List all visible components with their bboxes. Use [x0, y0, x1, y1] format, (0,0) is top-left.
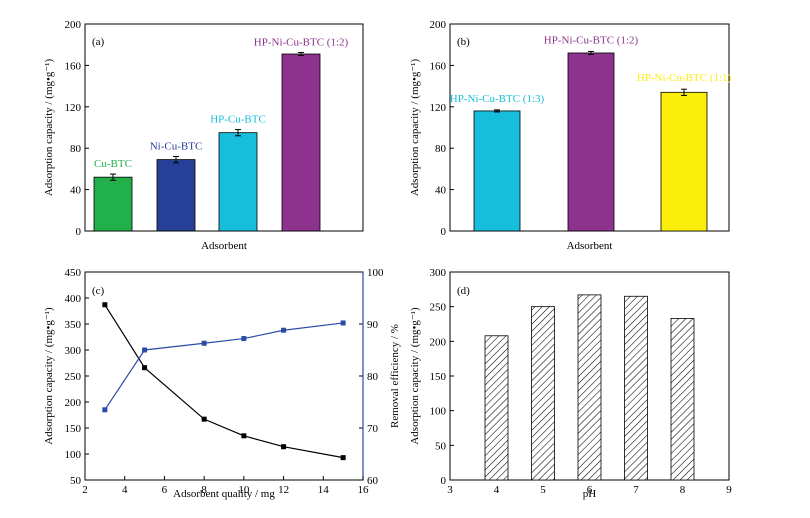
capacity-point — [201, 416, 207, 422]
bar — [531, 306, 555, 481]
x-axis-title: pH — [583, 488, 597, 500]
bar — [156, 159, 196, 232]
panel-label: (a) — [92, 36, 105, 48]
y-tick-label: 120 — [65, 102, 82, 114]
x-tick-label: 8 — [680, 484, 686, 496]
capacity-point — [142, 365, 148, 371]
panel-label: (d) — [457, 285, 470, 297]
efficiency-point — [340, 320, 346, 326]
x-tick-label: 2 — [82, 484, 88, 496]
chart-panel-b: 0 40 80 120 160 200 Adsorption capacity / (mg•… — [409, 19, 732, 252]
bar-label: Cu-BTC — [94, 158, 132, 170]
x-tick-label: 3 — [447, 484, 453, 496]
bar-label: HP-Ni-Cu-BTC (1:3) — [450, 93, 545, 105]
x-tick-label: 6 — [587, 484, 593, 496]
x-tick-label: 6 — [162, 484, 168, 496]
efficiency-point — [142, 347, 148, 353]
y-tick-label: 200 — [430, 19, 447, 31]
chart-panel-d: 0 50 100 150 200 250 300 3 4 5 6 7 8 9 Adsorption capa… — [409, 267, 732, 500]
x-tick-label: 16 — [358, 484, 370, 496]
y-tick-label: 40 — [70, 185, 82, 197]
y-tick-label: 0 — [441, 226, 447, 238]
y-tick-label: 300 — [430, 267, 447, 279]
x-tick-label: 7 — [633, 484, 639, 496]
y-tick-label: 80 — [70, 143, 82, 155]
y2-tick-label: 60 — [367, 475, 379, 487]
bar — [660, 91, 708, 232]
y-tick-label: 40 — [435, 185, 447, 197]
x-tick-label: 4 — [494, 484, 500, 496]
x-tick-label: 4 — [122, 484, 128, 496]
bar-label: HP-Ni-Cu-BTC (1:1) — [637, 72, 732, 84]
y-tick-label: 300 — [65, 345, 82, 357]
y-tick-label: 150 — [65, 423, 82, 435]
bar — [670, 318, 695, 481]
y2-tick-label: 100 — [367, 267, 384, 279]
y-tick-label: 400 — [65, 293, 82, 305]
capacity-point — [281, 444, 287, 450]
y2-tick-label: 90 — [367, 319, 379, 331]
panel-label: (c) — [92, 285, 105, 297]
x-axis-title: Adsorbent quality / mg — [173, 488, 275, 500]
y-tick-label: 50 — [70, 475, 82, 487]
efficiency-point — [281, 327, 287, 333]
y-tick-label: 350 — [65, 319, 82, 331]
y-tick-label: 80 — [435, 143, 447, 155]
x-axis-title: Adsorbent — [201, 240, 247, 252]
x-tick-label: 12 — [278, 484, 289, 496]
x-tick-label: 8 — [201, 484, 207, 496]
y-tick-label: 160 — [430, 60, 447, 72]
y-tick-label: 250 — [430, 302, 447, 314]
y-tick-label: 50 — [435, 440, 447, 452]
capacity-point — [241, 433, 247, 439]
panel-label: (b) — [457, 36, 470, 48]
y-tick-label: 450 — [65, 267, 82, 279]
efficiency-point — [102, 407, 108, 413]
x-tick-label: 5 — [540, 484, 546, 496]
y-tick-label: 0 — [441, 475, 447, 487]
chart-panel-c: 50 100 150 200 250 300 350 400 450 60 70 80 90 100 2 4 6… — [43, 267, 401, 500]
y-tick-label: 120 — [430, 102, 447, 114]
efficiency-series-line — [104, 322, 344, 411]
x-tick-label: 10 — [238, 484, 250, 496]
capacity-point — [340, 455, 346, 461]
capacity-series-line — [104, 304, 344, 459]
bar-label: HP-Cu-BTC — [210, 114, 266, 126]
y-tick-label: 0 — [76, 226, 82, 238]
efficiency-point — [241, 336, 247, 342]
y-tick-label: 150 — [430, 371, 447, 383]
y-tick-label: 100 — [65, 449, 82, 461]
chart-panel-a: 0 40 80 120 160 200 Adsorption capacity / (mg•… — [43, 19, 364, 252]
bar-label: HP-Ni-Cu-BTC (1:2) — [254, 36, 349, 48]
efficiency-point — [201, 340, 207, 346]
y2-tick-label: 70 — [367, 423, 379, 435]
bar — [281, 53, 321, 232]
y-tick-label: 200 — [430, 336, 447, 348]
y-tick-label: 200 — [65, 397, 82, 409]
bar — [577, 294, 602, 481]
y2-tick-label: 80 — [367, 371, 379, 383]
y-tick-label: 100 — [430, 406, 447, 418]
bar — [473, 110, 521, 232]
y-tick-label: 160 — [65, 60, 82, 72]
y-axis-title: Adsorption capacity / (mg•g⁻¹) — [43, 59, 55, 197]
bar — [218, 132, 258, 232]
x-tick-label: 9 — [726, 484, 732, 496]
y-tick-label: 200 — [65, 19, 82, 31]
capacity-point — [102, 302, 108, 308]
x-tick-label: 14 — [318, 484, 330, 496]
bar — [484, 335, 509, 481]
bar-label: HP-Ni-Cu-BTC (1:2) — [544, 34, 639, 46]
y2-axis-title: Removal efficiency / % — [389, 324, 401, 428]
bar — [624, 295, 648, 481]
y-axis-title: Adsorption capacity / (mg•g⁻¹) — [409, 307, 421, 445]
bar — [567, 52, 615, 232]
y-axis-title: Adsorption capacity / (mg•g⁻¹) — [409, 59, 421, 197]
x-axis-title: Adsorbent — [567, 240, 613, 252]
y-tick-label: 250 — [65, 371, 82, 383]
bar-label: Ni-Cu-BTC — [150, 140, 203, 152]
bar — [93, 176, 133, 232]
y-axis-title: Adsorption capacity / (mg•g⁻¹) — [43, 307, 55, 445]
